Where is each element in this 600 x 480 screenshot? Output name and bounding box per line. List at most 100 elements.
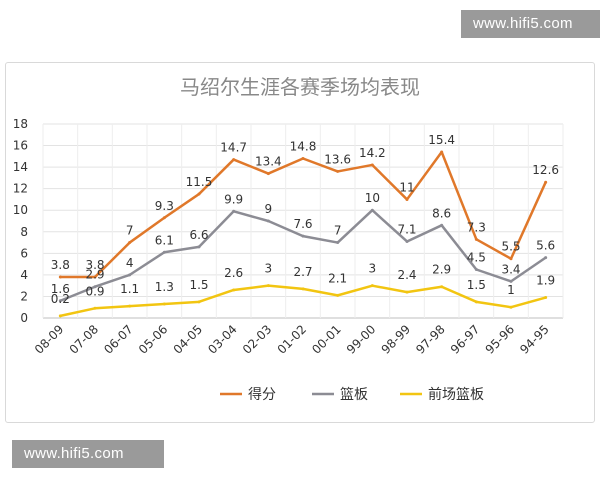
data-label: 11.5 (186, 175, 213, 189)
gridlines (42, 123, 564, 319)
data-point (301, 234, 305, 238)
data-label: 14.7 (220, 141, 247, 155)
data-point (370, 284, 374, 288)
data-point (58, 299, 62, 303)
data-label: 1.6 (51, 282, 70, 296)
x-tick-label: 96-97 (448, 322, 483, 357)
watermark-top: www.hifi5.com (461, 10, 600, 38)
data-point (93, 285, 97, 289)
data-label: 9 (265, 202, 273, 216)
legend-label: 篮板 (340, 387, 368, 403)
data-point (128, 241, 132, 245)
data-point (301, 287, 305, 291)
y-tick-label: 0 (20, 311, 28, 325)
data-label: 7 (334, 224, 342, 238)
data-point (197, 245, 201, 249)
x-tick-label: 00-01 (309, 322, 344, 357)
x-tick-label: 99-00 (344, 322, 379, 357)
x-tick-label: 03-04 (205, 322, 240, 357)
data-point (336, 293, 340, 297)
data-point (405, 290, 409, 294)
chart-frame (5, 62, 595, 423)
x-tick-label: 97-98 (413, 322, 448, 357)
data-point (370, 208, 374, 212)
x-tick-label: 08-09 (32, 322, 67, 357)
y-tick-label: 6 (20, 246, 28, 260)
x-tick-label: 94-95 (517, 322, 552, 357)
x-tick-label: 04-05 (171, 322, 206, 357)
data-label: 7.6 (293, 217, 312, 231)
data-point (440, 223, 444, 227)
data-label: 1.5 (467, 278, 486, 292)
data-point (509, 257, 513, 261)
y-tick-label: 16 (13, 139, 28, 153)
data-point (266, 284, 270, 288)
data-label: 2.7 (293, 265, 312, 279)
data-label: 1.3 (155, 280, 174, 294)
data-label: 2.4 (397, 268, 416, 282)
data-label: 15.4 (428, 133, 455, 147)
x-tick-label: 07-08 (67, 322, 102, 357)
data-label: 0.2 (51, 292, 70, 306)
legend-label: 前场篮板 (428, 386, 484, 403)
data-label: 7.3 (467, 220, 486, 234)
data-label: 9.9 (224, 192, 243, 206)
data-label: 13.6 (324, 152, 351, 166)
data-label: 3.8 (85, 258, 104, 272)
data-point (232, 158, 236, 162)
data-point (162, 250, 166, 254)
data-label: 2.9 (85, 268, 104, 282)
data-label: 1.1 (120, 282, 139, 296)
data-label: 13.4 (255, 155, 282, 169)
data-point (474, 268, 478, 271)
data-label: 6.1 (155, 233, 174, 247)
data-point (162, 302, 166, 306)
watermark-bottom: www.hifi5.com (12, 440, 164, 468)
y-tick-label: 4 (20, 268, 28, 282)
x-tick-label: 02-03 (240, 322, 275, 357)
data-label: 14.8 (290, 139, 317, 153)
x-tick-label: 05-06 (136, 322, 171, 357)
data-point (128, 273, 132, 277)
data-label: 12.6 (532, 163, 559, 177)
data-point (301, 156, 305, 160)
data-point (544, 256, 548, 260)
data-label: 6.6 (189, 228, 208, 242)
data-label: 3 (369, 262, 377, 276)
data-label: 14.2 (359, 146, 386, 160)
data-label: 7.1 (397, 222, 416, 236)
data-point (266, 172, 270, 176)
data-label: 11 (399, 180, 414, 194)
data-label: 2.1 (328, 271, 347, 285)
data-label: 5.6 (536, 239, 555, 253)
y-tick-label: 2 (20, 289, 28, 303)
data-label: 0.9 (85, 284, 104, 298)
data-point (93, 275, 97, 279)
data-point (544, 180, 548, 184)
y-tick-label: 14 (13, 160, 28, 174)
data-label: 7 (126, 224, 134, 238)
data-point (509, 305, 513, 309)
y-axis: 0 2 4 6 8 10 12 14 16 18 (13, 117, 28, 325)
x-tick-label: 95-96 (483, 322, 518, 357)
data-point (128, 304, 132, 308)
y-tick-label: 8 (20, 225, 28, 239)
data-point (232, 209, 236, 213)
data-label: 5.5 (501, 240, 520, 254)
x-tick-label: 06-07 (101, 322, 136, 357)
data-point (58, 275, 62, 279)
data-point (58, 314, 62, 318)
data-point (197, 192, 201, 196)
chart-title: 马绍尔生涯各赛季场均表现 (180, 75, 420, 99)
data-label: 3.8 (51, 258, 70, 272)
x-tick-label: 01-02 (275, 322, 310, 357)
data-point (474, 237, 478, 241)
x-axis: 08-09 07-08 06-07 05-06 04-05 03-04 02-03 01-02… (32, 322, 552, 357)
data-label: 9.3 (155, 199, 174, 213)
data-point (440, 150, 444, 154)
x-tick-label: 98-99 (379, 322, 414, 357)
data-point (266, 219, 270, 223)
series-group (58, 150, 548, 318)
legend-label: 得分 (248, 386, 276, 403)
